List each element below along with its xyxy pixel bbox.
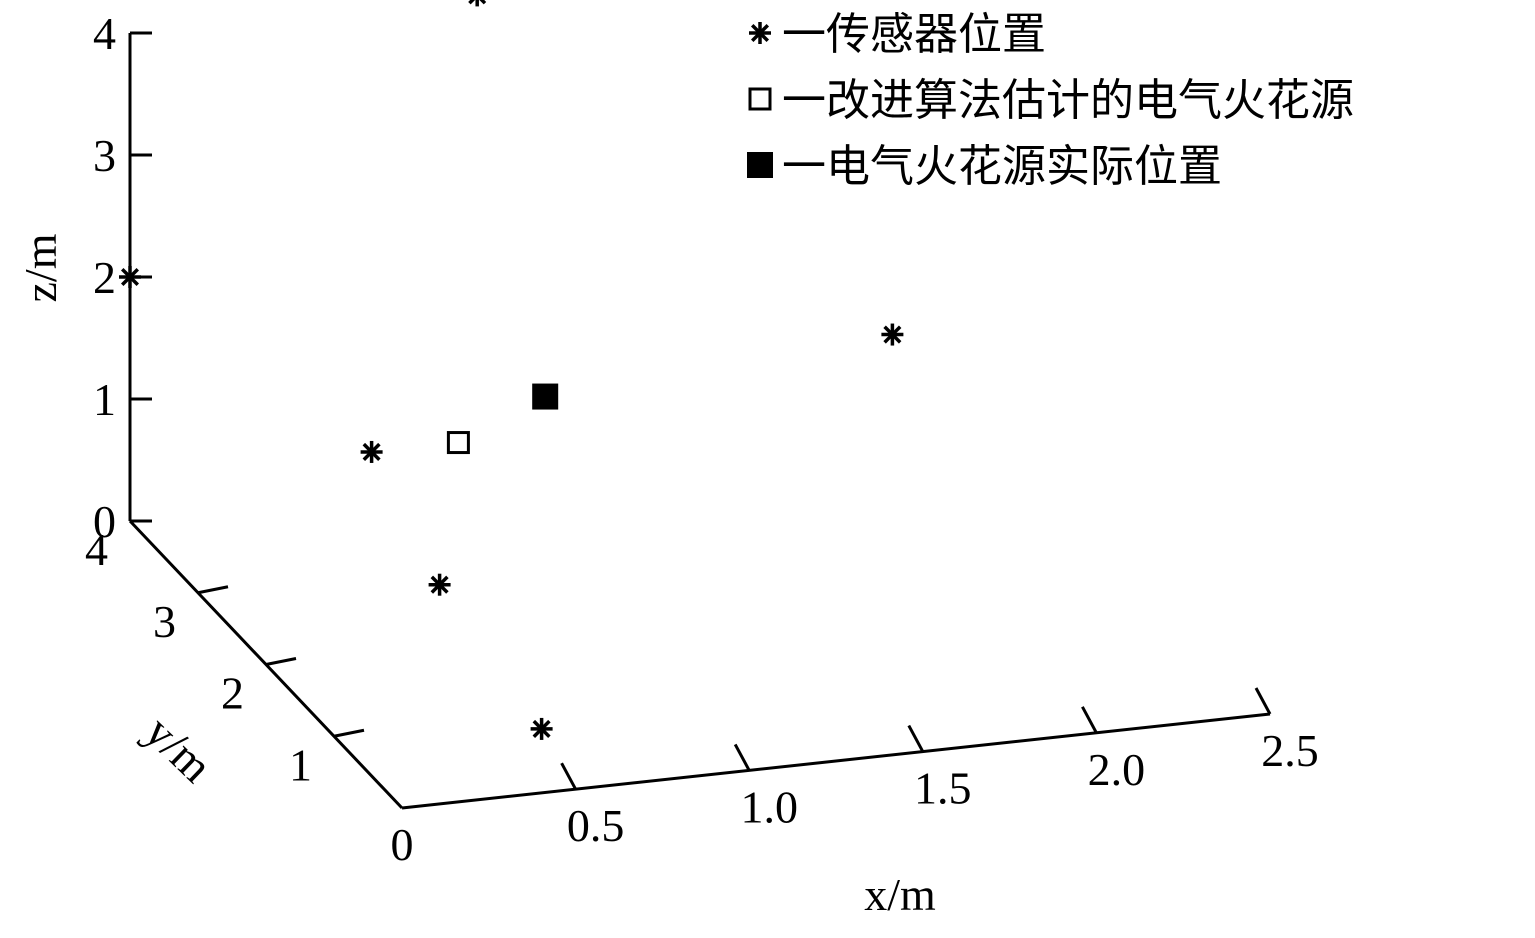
point-asterisk-2 bbox=[428, 573, 451, 596]
legend-label: 一改进算法估计的电气火花源 bbox=[782, 75, 1354, 126]
y-tick-label: 4 bbox=[85, 524, 108, 575]
y-axis-title: y/m bbox=[135, 706, 222, 793]
y-tick bbox=[333, 728, 365, 738]
x-tick bbox=[1081, 706, 1098, 734]
z-tick-label: 2 bbox=[93, 252, 116, 303]
y-tick bbox=[265, 657, 297, 666]
x-tick-label: 0.5 bbox=[567, 800, 625, 851]
point-asterisk-1 bbox=[360, 440, 383, 463]
y-tick-label: 1 bbox=[289, 739, 312, 790]
legend-marker-square-filled bbox=[747, 152, 773, 178]
y-tick-label: 2 bbox=[221, 668, 244, 719]
z-tick-label: 4 bbox=[93, 8, 116, 59]
point-asterisk-4 bbox=[881, 323, 904, 346]
x-tick bbox=[733, 743, 751, 772]
x-tick bbox=[1254, 687, 1272, 715]
z-tick-label: 3 bbox=[93, 130, 116, 181]
z-axis-title: z/m bbox=[15, 233, 66, 302]
x-tick-label: 0 bbox=[391, 819, 414, 870]
x-axis-line bbox=[401, 712, 1271, 810]
x-tick-label: 1.5 bbox=[914, 763, 972, 814]
x-tick-label: 1.0 bbox=[740, 781, 798, 832]
y-tick bbox=[197, 585, 229, 595]
z-tick-label: 0 bbox=[93, 496, 116, 547]
z-tick-label: 1 bbox=[93, 374, 116, 425]
legend-label: 一传感器位置 bbox=[782, 9, 1046, 60]
legend-item: 一改进算法估计的电气火花源 bbox=[748, 75, 1354, 126]
legend-label: 一电气火花源实际位置 bbox=[782, 141, 1222, 192]
legend-marker-asterisk bbox=[749, 22, 771, 44]
point-square-filled-0 bbox=[532, 383, 559, 410]
x-tick bbox=[907, 724, 925, 753]
x-axis-title: x/m bbox=[864, 869, 936, 920]
point-asterisk-5 bbox=[468, 0, 487, 7]
point-asterisk-3 bbox=[530, 717, 553, 740]
data-points bbox=[119, 0, 904, 740]
point-square-open-0 bbox=[446, 431, 470, 455]
x-tick bbox=[560, 762, 577, 790]
legend-marker-square-open bbox=[748, 87, 772, 111]
x-tick-label: 2.5 bbox=[1261, 725, 1319, 776]
point-asterisk-0 bbox=[119, 266, 141, 288]
x-tick-label: 2.0 bbox=[1088, 744, 1146, 795]
legend-item: 一传感器位置 bbox=[749, 9, 1046, 60]
y-tick-label: 3 bbox=[153, 596, 176, 647]
legend-item: 一电气火花源实际位置 bbox=[747, 141, 1222, 192]
